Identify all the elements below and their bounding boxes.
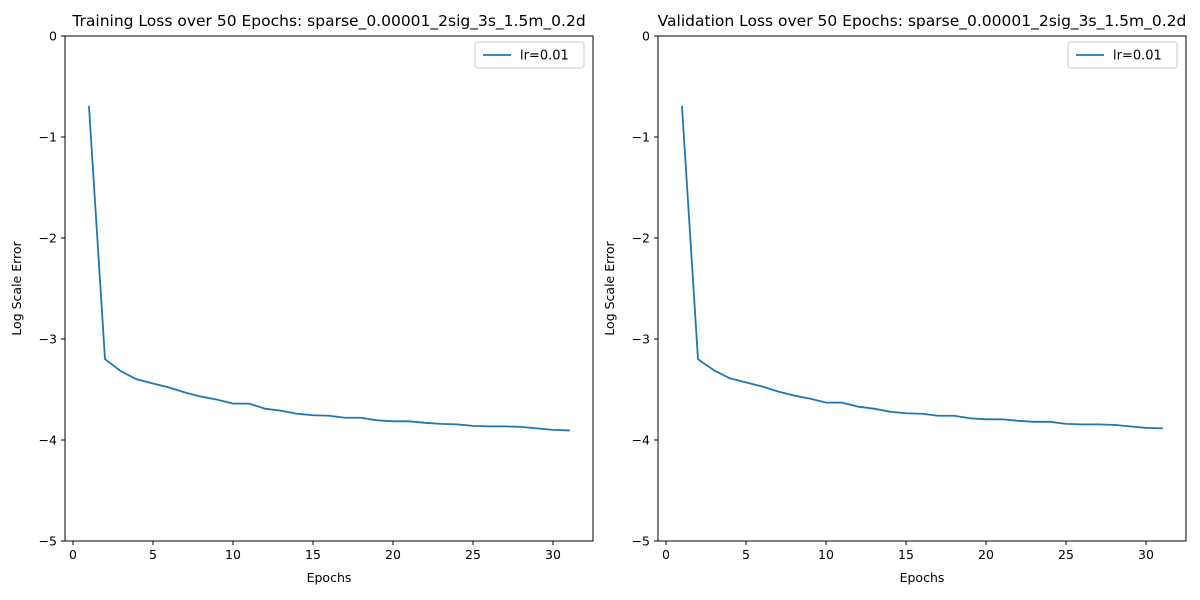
legend-box [474,41,585,69]
x-tick-label: 15 [898,547,914,562]
x-tick-label: 0 [662,547,670,562]
legend-box [1067,41,1178,69]
series-line [681,105,1163,430]
series-line [88,105,570,432]
chart-title: Validation Loss over 50 Epochs: sparse_0… [658,12,1187,31]
x-tick-label: 20 [978,547,994,562]
y-tick-label: −3 [39,332,57,347]
x-tick-label: 25 [465,547,481,562]
x-tick-label: 10 [818,547,834,562]
x-tick-labels: 0 5 10 15 20 25 30 [662,547,1154,562]
y-tick-label: −4 [632,433,650,448]
y-tick-label: 0 [642,29,650,44]
y-tick-label: −5 [39,534,57,549]
chart-title: Training Loss over 50 Epochs: sparse_0.0… [71,12,585,31]
validation-loss-chart: Validation Loss over 50 Epochs: sparse_0… [602,12,1187,585]
x-tick-label: 0 [69,547,77,562]
y-tick-label: 0 [49,29,57,44]
x-tick-label: 25 [1058,547,1074,562]
plot-frame [657,35,1187,542]
legend: lr=0.01 [474,41,585,69]
y-tick-label: −5 [632,534,650,549]
y-tick-labels: 0 −1 −2 −3 −4 −5 [632,29,650,549]
y-tick-label: −3 [632,332,650,347]
x-tick-label: 30 [1138,547,1154,562]
y-tick-label: −2 [632,231,650,246]
y-tick-label: −4 [39,433,57,448]
x-tick-label: 20 [385,547,401,562]
plot-frame [64,35,594,542]
x-tick-label: 30 [545,547,561,562]
y-tick-label: −2 [39,231,57,246]
y-tick-label: −1 [632,130,650,145]
y-tick-labels: 0 −1 −2 −3 −4 −5 [39,29,57,549]
training-loss-chart: Training Loss over 50 Epochs: sparse_0.0… [9,12,594,585]
y-tick-label: −1 [39,130,57,145]
legend-label: lr=0.01 [520,49,569,64]
legend: lr=0.01 [1067,41,1178,69]
x-tick-label: 10 [225,547,241,562]
x-tick-labels: 0 5 10 15 20 25 30 [69,547,561,562]
x-tick-label: 5 [742,547,750,562]
x-tick-label: 15 [305,547,321,562]
x-tick-label: 5 [149,547,157,562]
x-axis-label: Epochs [307,570,352,585]
y-axis-label: Log Scale Error [602,240,617,335]
x-axis-label: Epochs [900,570,945,585]
legend-label: lr=0.01 [1113,49,1162,64]
y-axis-label: Log Scale Error [9,240,24,335]
